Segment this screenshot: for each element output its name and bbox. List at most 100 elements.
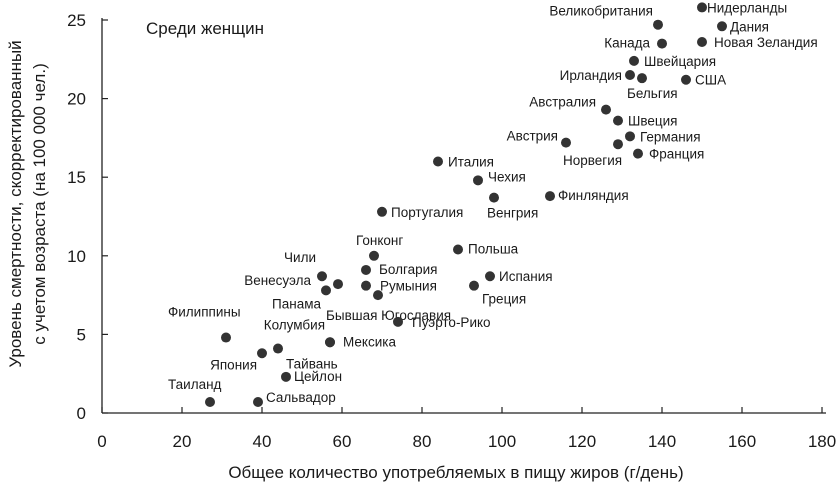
point-label: Панама [272, 296, 321, 311]
data-point [325, 337, 335, 348]
x-tick-label: 60 [333, 432, 352, 451]
point-label: Португалия [391, 205, 463, 220]
point-label: Дания [730, 19, 769, 34]
point-label: Бывшая Югославия [326, 308, 451, 323]
point-label: Нидерланды [707, 0, 787, 15]
data-point [221, 332, 231, 343]
point-label: Болгария [379, 262, 437, 277]
data-point [377, 206, 387, 217]
y-tick-label: 10 [67, 247, 86, 266]
y-tick-label: 0 [77, 404, 86, 423]
x-tick-label: 140 [648, 432, 676, 451]
point-label: США [695, 73, 726, 88]
point-label: Германия [640, 129, 701, 144]
data-point [361, 264, 371, 275]
point-label: Норвегия [563, 153, 622, 168]
data-point [545, 191, 555, 202]
x-tick-label: 100 [488, 432, 516, 451]
point-label: Финляндия [558, 188, 629, 203]
data-point [333, 279, 343, 290]
data-point [321, 285, 331, 296]
point-label: Чехия [488, 169, 526, 184]
data-point [257, 348, 267, 359]
point-label: Австрия [507, 129, 558, 144]
x-tick-label: 40 [253, 432, 272, 451]
data-point [601, 104, 611, 115]
data-point [485, 271, 495, 282]
data-point [205, 396, 215, 407]
point-label: Венесуэла [244, 273, 311, 288]
y-axis-label-line-1: Уровень смертности, скорректированный [6, 40, 25, 367]
data-points: Нидерланды Великобритания Дания Канада Новая… [168, 0, 818, 407]
y-tick-label: 15 [67, 168, 86, 187]
data-point [717, 21, 727, 32]
data-point [393, 316, 403, 327]
point-label: Тайвань [286, 357, 338, 372]
point-label: Гонконг [356, 233, 403, 248]
point-label: Великобритания [549, 4, 653, 19]
axes: 0 20 40 60 80 100 120 140 160 180 0 5 10 15 20 25 [67, 11, 836, 451]
point-label: Ирландия [560, 68, 622, 83]
point-label: Чили [284, 250, 316, 265]
point-label: Новая Зеландия [714, 35, 818, 50]
data-point [361, 280, 371, 291]
point-label: Венгрия [487, 206, 538, 221]
point-label: Польша [468, 242, 519, 257]
data-point [273, 343, 283, 354]
data-point [373, 290, 383, 301]
data-point [253, 396, 263, 407]
data-point [369, 250, 379, 261]
point-label: Филиппины [168, 305, 241, 320]
chart-title: Среди женщин [146, 19, 264, 38]
point-label: Цейлон [294, 369, 342, 384]
data-point [657, 38, 667, 49]
point-label: Сальвадор [266, 390, 336, 405]
point-label: Испания [499, 269, 553, 284]
point-label: Италия [448, 154, 494, 169]
point-label: Япония [210, 357, 257, 372]
x-tick-label: 120 [568, 432, 596, 451]
point-label: Австралия [529, 95, 596, 110]
data-point [561, 137, 571, 148]
y-axis-label-line-2: с учетом возраста (на 100 000 чел.) [30, 63, 49, 344]
data-point [625, 131, 635, 142]
data-point [433, 156, 443, 167]
point-label: Швеция [628, 114, 678, 129]
point-label: Швейцария [644, 54, 716, 69]
data-point [697, 2, 707, 13]
data-point [637, 73, 647, 84]
y-tick-label: 5 [77, 325, 86, 344]
point-label: Колумбия [264, 317, 325, 332]
x-tick-label: 20 [173, 432, 192, 451]
x-axis-label: Общее количество употребляемых в пищу жи… [228, 463, 683, 482]
x-tick-label: 180 [808, 432, 836, 451]
data-point [281, 371, 291, 382]
data-point [697, 37, 707, 48]
data-point [489, 192, 499, 203]
data-point [469, 280, 479, 291]
point-label: Пуэрто-Рико [412, 315, 491, 330]
point-label: Бельгия [627, 86, 678, 101]
data-point [653, 19, 663, 30]
y-tick-label: 20 [67, 90, 86, 109]
data-point [613, 139, 623, 150]
data-point [625, 70, 635, 81]
x-tick-label: 0 [97, 432, 106, 451]
x-tick-label: 160 [728, 432, 756, 451]
data-point [613, 115, 623, 126]
point-label: Таиланд [168, 377, 222, 392]
point-label: Греция [482, 292, 526, 307]
y-tick-label: 25 [67, 11, 86, 30]
data-point [633, 148, 643, 159]
data-point [317, 271, 327, 282]
point-label: Канада [604, 36, 650, 51]
data-point [453, 244, 463, 255]
data-point [681, 74, 691, 85]
data-point [473, 175, 483, 186]
data-point [629, 55, 639, 66]
point-label: Румыния [380, 279, 437, 294]
point-label: Франция [649, 147, 704, 162]
x-tick-label: 80 [413, 432, 432, 451]
point-label: Мексика [343, 334, 396, 349]
